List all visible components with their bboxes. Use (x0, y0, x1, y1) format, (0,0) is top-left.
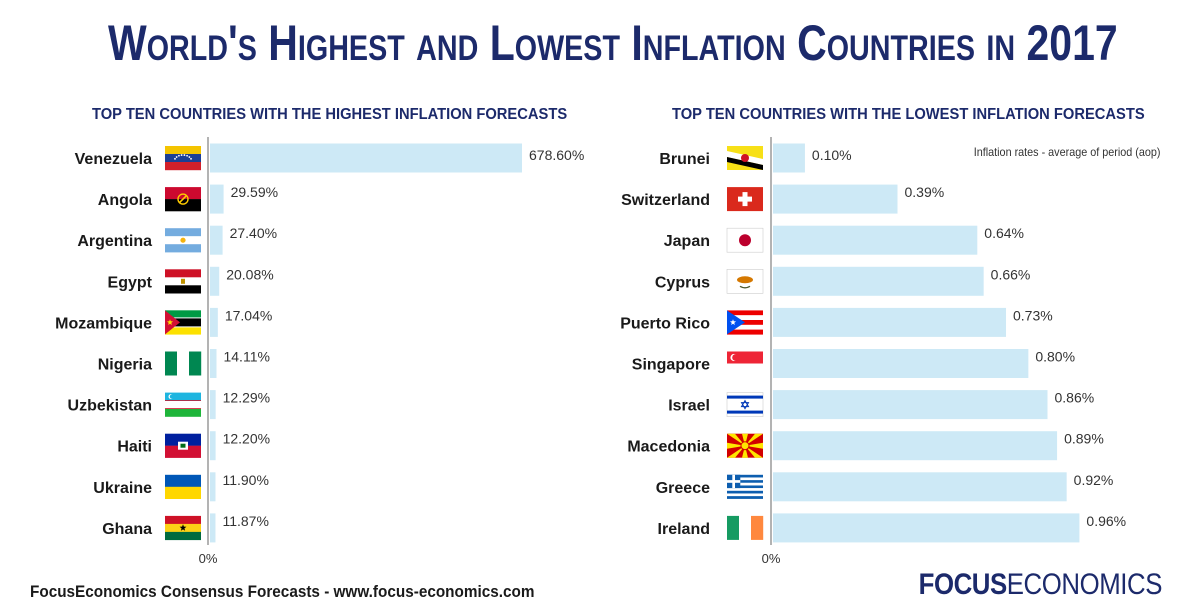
footer-source: FocusEconomics Consensus Forecasts - www… (30, 582, 535, 601)
bar (773, 225, 978, 255)
country-label: Angola (98, 192, 152, 209)
page-title: World's Highest and Lowest Inflation Cou… (108, 15, 1118, 71)
uzbekistan-flag-icon (165, 392, 201, 417)
bar (773, 349, 1029, 378)
bar (210, 143, 522, 173)
value-label: 11.90% (222, 472, 268, 488)
lowest-chart-title: TOP TEN COUNTRIES WITH THE LOWEST INFLAT… (672, 106, 1145, 123)
greece-flag-icon (727, 474, 763, 499)
axis-zero-label: 0% (762, 551, 781, 566)
focus-economics-logo: FOCUSECONOMICS (918, 568, 1163, 601)
value-label: 0.80% (1035, 349, 1075, 365)
bar (773, 390, 1048, 420)
bar (210, 431, 216, 461)
chart-note: Inflation rates - average of period (aop… (973, 145, 1160, 159)
cyprus-flag-icon (726, 268, 764, 294)
ireland-flag-icon (727, 515, 764, 540)
country-label: Cyprus (655, 274, 710, 291)
value-label: 0.89% (1064, 431, 1104, 447)
bar (210, 513, 216, 543)
country-label: Venezuela (75, 151, 152, 168)
country-label: Puerto Rico (620, 315, 710, 332)
bar (210, 266, 220, 296)
lowest-inflation-chart: Brunei 0.10% Switzerland 0.39% Japan 0.64% Cyp… (620, 137, 1126, 566)
country-label: Switzerland (621, 192, 710, 209)
ghana-flag-icon (165, 515, 201, 541)
country-label: Egypt (108, 274, 153, 291)
value-label: 14.11% (223, 349, 269, 365)
country-label: Mozambique (55, 315, 152, 332)
value-label: 0.92% (1074, 472, 1114, 488)
country-label: Nigeria (98, 357, 152, 374)
haiti-flag-icon (165, 433, 201, 458)
brunei-flag-icon (727, 146, 763, 170)
country-label: Israel (668, 398, 710, 415)
bar (773, 184, 898, 214)
highest-chart-title: TOP TEN COUNTRIES WITH THE HIGHEST INFLA… (92, 106, 568, 123)
bar (210, 184, 224, 214)
value-label: 0.39% (904, 184, 944, 200)
country-label: Ukraine (93, 480, 152, 497)
country-label: Argentina (77, 233, 152, 250)
country-label: Singapore (632, 357, 710, 374)
country-label: Uzbekistan (68, 398, 152, 415)
country-label: Macedonia (627, 439, 710, 456)
value-label: 0.73% (1013, 307, 1053, 323)
egypt-flag-icon (165, 269, 201, 294)
ukraine-flag-icon (165, 474, 201, 499)
country-label: Japan (664, 233, 710, 250)
bar (210, 349, 217, 378)
bar (210, 225, 223, 255)
nigeria-flag-icon (165, 351, 202, 376)
value-label: 0.10% (812, 147, 852, 163)
venezuela-flag-icon (165, 146, 201, 171)
bar (773, 472, 1067, 502)
singapore-flag-icon (727, 351, 763, 376)
bar (773, 513, 1080, 543)
value-label: 0.64% (984, 225, 1024, 241)
value-label: 20.08% (226, 266, 273, 282)
value-label: 678.60% (529, 147, 584, 163)
value-label: 0.96% (1086, 513, 1126, 529)
country-label: Ghana (102, 521, 152, 538)
argentina-flag-icon (165, 228, 201, 253)
switzerland-flag-icon (727, 187, 763, 212)
bar (773, 266, 984, 296)
value-label: 11.87% (222, 513, 268, 529)
axis-zero-label: 0% (199, 551, 218, 566)
bar (210, 472, 216, 502)
mozambique-flag-icon (165, 310, 201, 335)
macedonia-flag-icon (727, 433, 763, 458)
angola-flag-icon (165, 187, 201, 212)
value-label: 12.29% (223, 390, 270, 406)
value-label: 27.40% (230, 225, 277, 241)
bar (773, 307, 1007, 337)
bar (210, 390, 216, 420)
bar (773, 143, 805, 173)
value-label: 0.86% (1055, 390, 1095, 406)
value-label: 0.66% (991, 266, 1031, 282)
country-label: Haiti (117, 439, 152, 456)
value-label: 17.04% (225, 307, 272, 323)
country-label: Greece (656, 480, 710, 497)
highest-inflation-chart: Venezuela 678.60% Angola 29.59% Argentina 27.… (55, 137, 584, 566)
puerto-rico-flag-icon (727, 310, 763, 335)
value-label: 12.20% (223, 431, 270, 447)
value-label: 29.59% (231, 184, 278, 200)
bar (210, 307, 218, 337)
israel-flag-icon (726, 392, 764, 417)
japan-flag-icon (726, 227, 764, 253)
bar (773, 431, 1058, 461)
country-label: Brunei (659, 151, 710, 168)
country-label: Ireland (658, 521, 710, 538)
